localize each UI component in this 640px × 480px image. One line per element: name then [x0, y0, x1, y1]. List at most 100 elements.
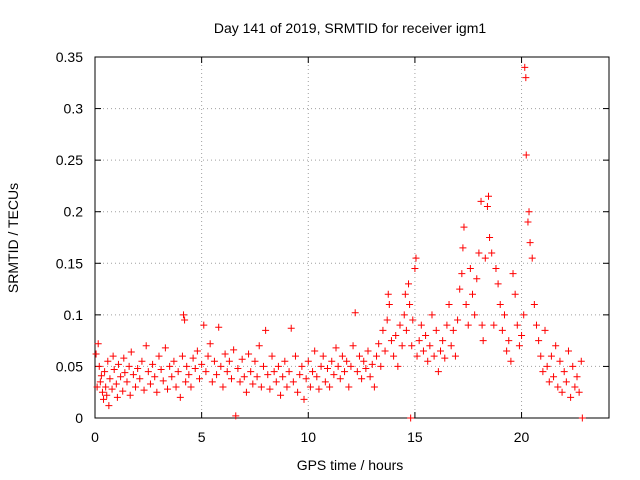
data-point	[343, 357, 351, 365]
data-point	[385, 301, 393, 309]
data-point	[157, 366, 165, 374]
y-tick-label: 0.1	[64, 307, 84, 323]
data-point	[247, 368, 255, 376]
data-point	[183, 362, 191, 370]
x-axis-label: GPS time / hours	[297, 457, 404, 473]
data-point	[477, 197, 485, 205]
data-point	[375, 340, 383, 348]
data-point	[351, 309, 359, 317]
data-point	[466, 264, 474, 272]
data-point	[101, 368, 109, 376]
data-point	[126, 391, 134, 399]
data-point	[102, 383, 110, 391]
data-point	[535, 337, 543, 345]
y-tick-label: 0.3	[64, 101, 84, 117]
data-point	[518, 331, 526, 339]
data-point	[170, 357, 178, 365]
data-point	[368, 360, 376, 368]
data-point	[547, 352, 555, 360]
y-tick-label: 0.15	[56, 255, 83, 271]
data-point	[490, 321, 498, 329]
data-point	[313, 373, 321, 381]
data-point	[185, 371, 193, 379]
data-point	[387, 337, 395, 345]
data-point	[249, 380, 257, 388]
data-point	[417, 321, 425, 329]
data-point	[123, 378, 131, 386]
data-point	[539, 368, 547, 376]
data-point	[159, 377, 167, 385]
data-point	[522, 74, 530, 82]
data-point	[189, 354, 197, 362]
data-point	[422, 331, 430, 339]
data-point	[202, 368, 210, 376]
data-point	[396, 321, 404, 329]
data-point	[117, 373, 125, 381]
data-point	[358, 375, 366, 383]
data-point	[268, 352, 276, 360]
data-point	[460, 223, 468, 231]
data-point	[113, 393, 121, 401]
data-point	[304, 357, 312, 365]
data-point	[492, 264, 500, 272]
data-point	[432, 326, 440, 334]
data-point	[219, 383, 227, 391]
plot-frame	[94, 56, 610, 419]
data-point	[127, 348, 135, 356]
x-ticks: 0 5 10 15 20	[91, 57, 530, 445]
data-point	[95, 362, 103, 370]
data-point	[294, 388, 302, 396]
data-point	[153, 388, 161, 396]
data-point	[129, 371, 137, 379]
data-point	[227, 375, 235, 383]
data-point	[567, 393, 575, 401]
data-point	[121, 369, 129, 377]
y-axis-label: SRMTID / TECUs	[5, 183, 21, 293]
data-point	[509, 270, 517, 278]
data-point	[500, 311, 508, 319]
x-tick-label: 0	[91, 429, 99, 445]
data-point	[478, 321, 486, 329]
data-point	[144, 368, 152, 376]
data-point	[484, 192, 492, 200]
data-point	[377, 362, 385, 370]
data-point	[155, 352, 163, 360]
data-point	[270, 368, 278, 376]
data-point	[334, 362, 342, 370]
data-point	[449, 326, 457, 334]
data-point	[473, 275, 481, 283]
data-point	[462, 301, 470, 309]
data-point	[353, 368, 361, 376]
data-point	[479, 337, 487, 345]
data-point	[109, 352, 117, 360]
data-point	[409, 316, 417, 324]
data-point	[279, 373, 287, 381]
data-point	[456, 285, 464, 293]
data-point	[486, 234, 494, 241]
y-tick-label: 0.2	[64, 204, 84, 220]
data-point	[507, 357, 515, 365]
data-point	[373, 352, 381, 360]
data-point	[556, 357, 564, 365]
data-point	[398, 342, 406, 350]
data-point	[262, 326, 270, 334]
data-point	[166, 362, 174, 370]
data-point	[283, 383, 291, 391]
data-point	[522, 151, 530, 159]
data-point	[110, 366, 118, 374]
data-point	[424, 357, 432, 365]
data-point	[161, 344, 169, 352]
data-point	[108, 385, 116, 393]
data-point	[419, 347, 427, 355]
data-point	[360, 357, 368, 365]
data-point	[149, 360, 157, 368]
data-point	[257, 383, 265, 391]
data-point	[441, 354, 449, 362]
data-point	[181, 316, 189, 324]
data-point	[187, 383, 195, 391]
data-point	[528, 254, 536, 262]
data-point	[309, 368, 317, 376]
data-point	[204, 352, 212, 360]
data-point	[328, 357, 336, 365]
data-point	[168, 373, 176, 381]
